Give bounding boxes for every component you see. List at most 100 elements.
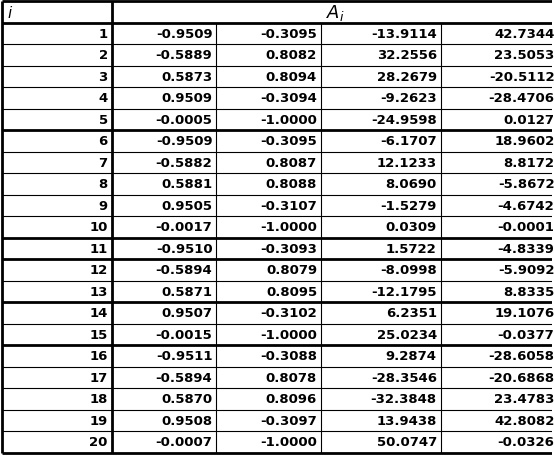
Text: 20: 20 — [89, 435, 107, 448]
Text: 17: 17 — [89, 371, 107, 384]
Text: -0.3095: -0.3095 — [260, 135, 317, 148]
Text: 0.8079: 0.8079 — [266, 264, 317, 277]
Text: 10: 10 — [89, 221, 107, 234]
Text: 15: 15 — [89, 328, 107, 341]
Text: 19: 19 — [89, 414, 107, 427]
Text: 8.8172: 8.8172 — [504, 156, 554, 169]
Text: -0.3094: -0.3094 — [260, 92, 317, 105]
Text: -1.5279: -1.5279 — [381, 200, 437, 213]
Text: -13.9114: -13.9114 — [371, 28, 437, 41]
Text: 32.2556: 32.2556 — [377, 49, 437, 63]
Text: -20.5112: -20.5112 — [489, 71, 554, 84]
Text: 0.8082: 0.8082 — [266, 49, 317, 63]
Text: -0.3097: -0.3097 — [260, 414, 317, 427]
Text: 0.9509: 0.9509 — [161, 92, 212, 105]
Text: 11: 11 — [89, 242, 107, 255]
Text: 42.7344: 42.7344 — [494, 28, 554, 41]
Text: -32.3848: -32.3848 — [371, 393, 437, 406]
Text: 14: 14 — [89, 307, 107, 319]
Text: -6.1707: -6.1707 — [380, 135, 437, 148]
Text: -0.9509: -0.9509 — [156, 135, 212, 148]
Text: -0.3095: -0.3095 — [260, 28, 317, 41]
Text: -28.3546: -28.3546 — [371, 371, 437, 384]
Text: 0.8078: 0.8078 — [266, 371, 317, 384]
Text: -8.0998: -8.0998 — [380, 264, 437, 277]
Text: 23.5053: 23.5053 — [494, 49, 554, 63]
Text: -0.3088: -0.3088 — [260, 350, 317, 363]
Text: 3: 3 — [99, 71, 107, 84]
Text: -1.0000: -1.0000 — [260, 221, 317, 234]
Text: 0.9505: 0.9505 — [161, 200, 212, 213]
Text: 6: 6 — [99, 135, 107, 148]
Text: 0.0127: 0.0127 — [504, 113, 554, 126]
Text: 50.0747: 50.0747 — [377, 435, 437, 448]
Text: -0.0007: -0.0007 — [156, 435, 212, 448]
Text: 1.5722: 1.5722 — [386, 242, 437, 255]
Text: -1.0000: -1.0000 — [260, 113, 317, 126]
Text: 16: 16 — [89, 350, 107, 363]
Text: 12: 12 — [89, 264, 107, 277]
Text: -0.0001: -0.0001 — [497, 221, 554, 234]
Text: -0.0326: -0.0326 — [497, 435, 554, 448]
Text: 0.8095: 0.8095 — [266, 285, 317, 298]
Text: -0.9511: -0.9511 — [156, 350, 212, 363]
Text: 0.8087: 0.8087 — [266, 156, 317, 169]
Text: 28.2679: 28.2679 — [377, 71, 437, 84]
Text: -0.0005: -0.0005 — [156, 113, 212, 126]
Text: 8: 8 — [99, 178, 107, 191]
Text: 8.0690: 8.0690 — [386, 178, 437, 191]
Text: 19.1076: 19.1076 — [494, 307, 554, 319]
Text: -4.8339: -4.8339 — [497, 242, 554, 255]
Text: -0.9509: -0.9509 — [156, 28, 212, 41]
Text: -0.3107: -0.3107 — [260, 200, 317, 213]
Text: 1: 1 — [99, 28, 107, 41]
Text: 0.5870: 0.5870 — [161, 393, 212, 406]
Text: 12.1233: 12.1233 — [377, 156, 437, 169]
Text: 6.2351: 6.2351 — [386, 307, 437, 319]
Text: -0.5894: -0.5894 — [156, 371, 212, 384]
Text: 0.8088: 0.8088 — [266, 178, 317, 191]
Text: 25.0234: 25.0234 — [377, 328, 437, 341]
Text: -5.8672: -5.8672 — [498, 178, 554, 191]
Text: -0.5894: -0.5894 — [156, 264, 212, 277]
Text: 0.5871: 0.5871 — [161, 285, 212, 298]
Text: 8.8335: 8.8335 — [503, 285, 554, 298]
Text: 18: 18 — [89, 393, 107, 406]
Text: 0.9508: 0.9508 — [161, 414, 212, 427]
Text: 13.9438: 13.9438 — [376, 414, 437, 427]
Text: 0.5873: 0.5873 — [161, 71, 212, 84]
Text: -5.9092: -5.9092 — [498, 264, 554, 277]
Text: -0.0377: -0.0377 — [497, 328, 554, 341]
Text: 0.8094: 0.8094 — [266, 71, 317, 84]
Text: -4.6742: -4.6742 — [497, 200, 554, 213]
Text: -0.0015: -0.0015 — [156, 328, 212, 341]
Text: -28.6058: -28.6058 — [489, 350, 554, 363]
Text: 0.8096: 0.8096 — [266, 393, 317, 406]
Text: 13: 13 — [89, 285, 107, 298]
Text: 2: 2 — [99, 49, 107, 63]
Text: 23.4783: 23.4783 — [494, 393, 554, 406]
Text: -1.0000: -1.0000 — [260, 328, 317, 341]
Text: -24.9598: -24.9598 — [371, 113, 437, 126]
Text: -0.3093: -0.3093 — [260, 242, 317, 255]
Text: -0.0017: -0.0017 — [156, 221, 212, 234]
Text: 18.9602: 18.9602 — [494, 135, 554, 148]
Text: 7: 7 — [99, 156, 107, 169]
Text: -20.6868: -20.6868 — [488, 371, 554, 384]
Text: -0.5889: -0.5889 — [156, 49, 212, 63]
Text: -1.0000: -1.0000 — [260, 435, 317, 448]
Text: 9: 9 — [99, 200, 107, 213]
Text: -0.5882: -0.5882 — [156, 156, 212, 169]
Text: -28.4706: -28.4706 — [489, 92, 554, 105]
Text: $\bf{\it{A_i}}$: $\bf{\it{A_i}}$ — [326, 3, 345, 23]
Text: -0.9510: -0.9510 — [156, 242, 212, 255]
Text: 9.2874: 9.2874 — [386, 350, 437, 363]
Text: -0.3102: -0.3102 — [260, 307, 317, 319]
Text: 42.8082: 42.8082 — [494, 414, 554, 427]
Text: 4: 4 — [99, 92, 107, 105]
Text: -12.1795: -12.1795 — [371, 285, 437, 298]
Text: 0.0309: 0.0309 — [386, 221, 437, 234]
Text: 0.9507: 0.9507 — [161, 307, 212, 319]
Text: 0.5881: 0.5881 — [161, 178, 212, 191]
Text: 5: 5 — [99, 113, 107, 126]
